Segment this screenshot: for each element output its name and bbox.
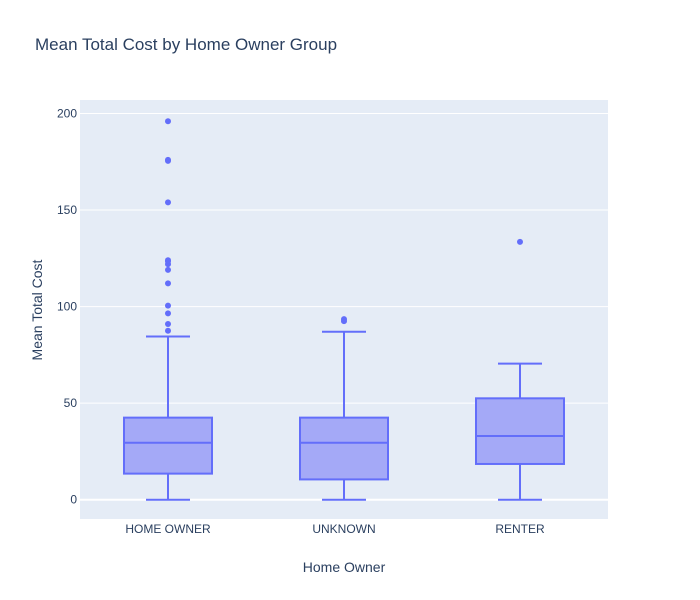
box-renter — [475, 238, 565, 501]
x-axis-label: Home Owner — [303, 559, 386, 575]
outlier-point — [341, 316, 347, 323]
outlier-point — [165, 310, 171, 317]
y-tick-label: 0 — [70, 493, 77, 507]
outlier-point — [165, 320, 171, 327]
outlier-point — [165, 266, 171, 273]
box-home-owner — [123, 118, 213, 501]
y-axis-ticks: 0 50 100 150 200 — [57, 107, 77, 507]
outlier-point — [165, 280, 171, 287]
iqr-box — [123, 416, 213, 475]
boxes — [123, 118, 565, 501]
outlier-point — [165, 327, 171, 334]
y-tick-label: 150 — [57, 203, 77, 217]
y-axis-label: Mean Total Cost — [29, 259, 45, 360]
outlier-point — [165, 302, 171, 309]
outlier-point — [165, 199, 171, 206]
box-unknown — [299, 316, 389, 501]
x-tick-label: HOME OWNER — [125, 522, 211, 536]
iqr-box — [299, 416, 389, 481]
outlier-point — [165, 156, 171, 163]
y-tick-label: 50 — [64, 396, 78, 410]
x-tick-label: RENTER — [495, 522, 545, 536]
y-tick-label: 100 — [57, 300, 77, 314]
outlier-point — [165, 118, 171, 125]
iqr-box — [475, 397, 565, 465]
chart-title: Mean Total Cost by Home Owner Group — [35, 35, 337, 54]
outlier-point — [165, 257, 171, 264]
x-tick-label: UNKNOWN — [312, 522, 375, 536]
outlier-point — [517, 238, 523, 245]
x-axis-ticks: HOME OWNER UNKNOWN RENTER — [125, 522, 545, 536]
y-tick-label: 200 — [57, 107, 77, 121]
